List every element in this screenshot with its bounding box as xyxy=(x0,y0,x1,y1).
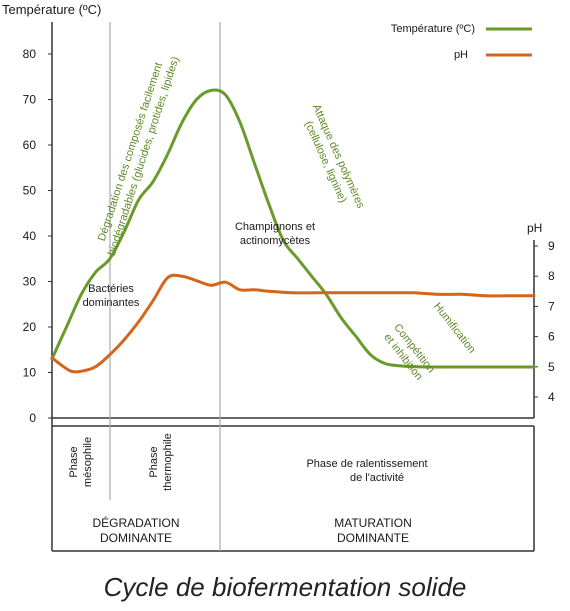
legend-label-temperature: Température (ºC) xyxy=(391,23,475,35)
phase-thermophile-label: Phase thermophile xyxy=(148,433,174,490)
y-tick-label: 0 xyxy=(29,411,36,425)
phase-thermophile-line1: Phase xyxy=(148,446,160,477)
legend-label-ph: pH xyxy=(454,49,468,61)
y-tick-label: 20 xyxy=(23,320,37,334)
y-tick-label: 80 xyxy=(23,47,37,61)
stage-degradation-line2: DOMINANTE xyxy=(100,531,172,545)
y2-axis-ticks: 4 5 6 7 8 9 xyxy=(534,239,555,404)
phase-mesophile-label: Phase mésophile xyxy=(68,437,94,487)
y-axis-title: Température (ºC) xyxy=(2,2,101,17)
annotation-champignons-line1: Champignons et xyxy=(235,221,315,233)
annotation-humification-text: Humification xyxy=(431,301,478,356)
annotation-competition: Compétition et inhibition xyxy=(381,322,437,383)
legend: Température (ºC) pH xyxy=(391,23,532,61)
y2-axis-title: pH xyxy=(527,221,542,235)
y-tick-label: 10 xyxy=(23,366,37,380)
phase-mesophile-line2: mésophile xyxy=(82,437,94,487)
stage-maturation-line2: DOMINANTE xyxy=(337,531,409,545)
y2-tick-label: 9 xyxy=(548,239,555,253)
y-tick-label: 50 xyxy=(23,184,37,198)
y2-tick-label: 4 xyxy=(548,390,555,404)
y2-tick-label: 7 xyxy=(548,299,555,313)
y2-tick-label: 5 xyxy=(548,360,555,374)
stage-maturation-line1: MATURATION xyxy=(334,516,412,530)
annotation-degradation-line2: biodégradables (glucides, protides, lipi… xyxy=(106,55,182,257)
annotation-humification: Humification xyxy=(431,301,478,356)
y-axis-ticks: 0 10 20 30 40 50 60 70 80 xyxy=(23,47,52,425)
y-tick-label: 30 xyxy=(23,275,37,289)
y2-tick-label: 8 xyxy=(548,269,555,283)
annotation-polymeres: Attaque des polymères (cellulose, lignin… xyxy=(302,103,367,211)
annotation-bacteries-line2: dominantes xyxy=(83,297,140,309)
phase-ralentissement-line1: Phase de ralentissement xyxy=(306,458,427,470)
annotation-champignons-line2: actinomycètes xyxy=(240,235,311,247)
y-tick-label: 60 xyxy=(23,138,37,152)
series-line-ph xyxy=(50,273,536,374)
figure-caption: Cycle de biofermentation solide xyxy=(103,572,467,602)
phase-thermophile-line2: thermophile xyxy=(162,433,174,490)
phase-mesophile-line1: Phase xyxy=(68,446,80,477)
y2-tick-label: 6 xyxy=(548,330,555,344)
y-tick-label: 70 xyxy=(23,93,37,107)
stage-degradation-line1: DÉGRADATION xyxy=(92,515,179,530)
series-line-temperature xyxy=(50,88,536,369)
annotation-bacteries-line1: Bactéries xyxy=(88,283,134,295)
phase-ralentissement-line2: de l'activité xyxy=(350,472,404,484)
y-tick-label: 40 xyxy=(23,229,37,243)
